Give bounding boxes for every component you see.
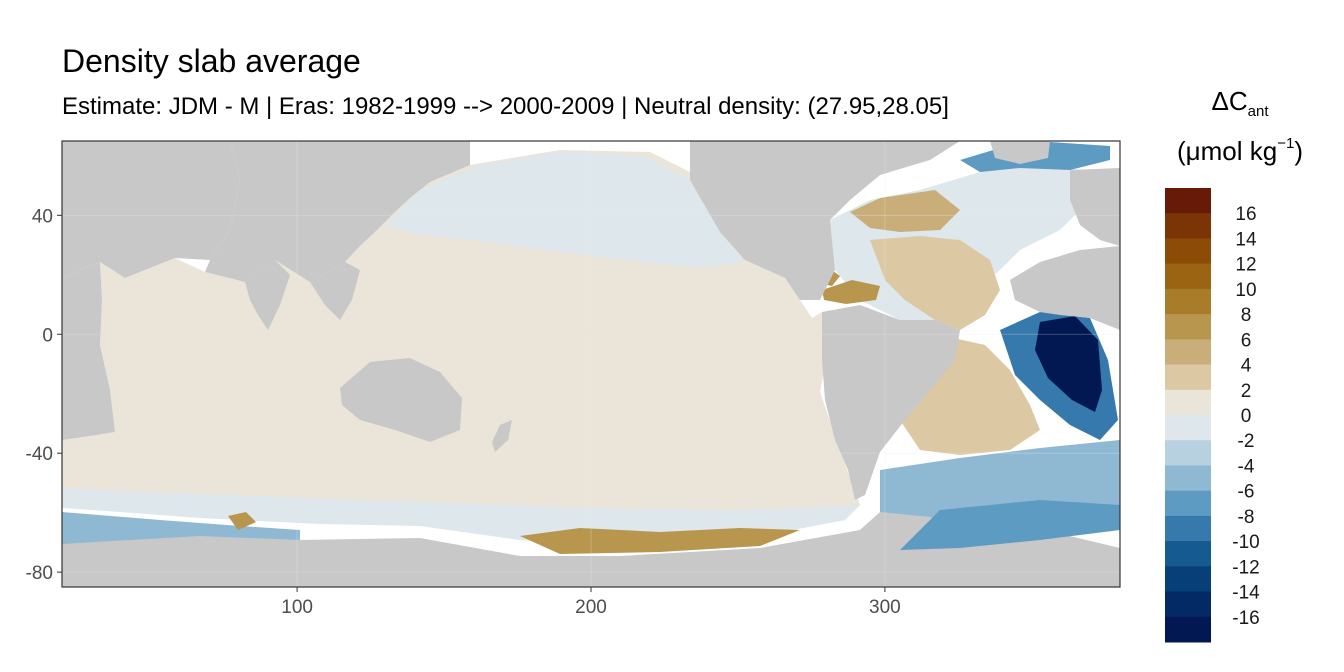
colorbar-bin-13 <box>1165 515 1211 542</box>
colorbar-label: -4 <box>1238 456 1255 477</box>
south-america-land <box>822 305 960 500</box>
colorbar-label: 4 <box>1241 356 1252 377</box>
gulf-of-guinea <box>1035 316 1102 412</box>
colorbar-label: 16 <box>1235 204 1256 225</box>
legend-title-subscript: ant <box>1247 103 1269 120</box>
africa-land <box>62 141 240 280</box>
colorbar-bin-7 <box>1165 364 1211 391</box>
legend-unit: (μmol kg−1) <box>1150 135 1330 167</box>
colorbar-label: -12 <box>1232 557 1259 578</box>
colorbar-label: -2 <box>1238 431 1255 452</box>
x-tick-label-200: 200 <box>575 597 607 618</box>
legend-title-symbol: ΔC <box>1211 86 1248 116</box>
colorbar-bin-1 <box>1165 213 1211 239</box>
caribbean-basin-3 <box>822 280 880 304</box>
chart-title: Density slab average <box>62 43 361 79</box>
y-tick-label-40: 40 <box>32 206 53 227</box>
colorbar-label: 6 <box>1241 330 1252 351</box>
colorbar-bin-4 <box>1165 288 1211 315</box>
colorbar-label: 0 <box>1241 406 1252 427</box>
north-pacific <box>385 152 745 268</box>
colorbar-bin-6 <box>1165 339 1211 366</box>
africa-south-land <box>62 262 115 440</box>
x-tick-label-100: 100 <box>281 597 313 618</box>
legend-unit-superscript: −1 <box>1277 135 1295 152</box>
colorbar-bin-12 <box>1165 490 1211 517</box>
australia-land <box>340 358 462 442</box>
colorbar-label: 14 <box>1235 229 1257 250</box>
colorbar-label: -6 <box>1238 482 1255 503</box>
colorbar-bin-8 <box>1165 389 1211 416</box>
colorbar-label: -14 <box>1232 583 1260 604</box>
colorbar-label: -16 <box>1232 608 1259 629</box>
southern-ocean-indian <box>62 512 300 544</box>
map-panel <box>62 141 1120 587</box>
colorbar-bin-15 <box>1165 566 1211 593</box>
colorbar-bin-10 <box>1165 440 1211 466</box>
antarctica-land <box>62 510 1120 587</box>
atlantic-tropical-tan <box>870 236 1000 330</box>
colorbar-bin-16 <box>1165 591 1211 618</box>
y-tick-label-0: 0 <box>42 325 53 346</box>
colorbar-bin-9 <box>1165 415 1211 441</box>
ross-shelf-patch <box>520 528 800 554</box>
colorbar-bin-11 <box>1165 465 1211 492</box>
colorbar-bin-14 <box>1165 541 1211 567</box>
southern-ocean-atlantic-deep <box>900 500 1120 550</box>
colorbar-label: -8 <box>1238 507 1255 528</box>
colorbar-label: -10 <box>1232 532 1259 553</box>
legend-unit-text: (μmol kg <box>1177 136 1278 166</box>
colorbar-bin-0 <box>1165 188 1211 214</box>
colorbar-label: 2 <box>1241 381 1252 402</box>
gridlines <box>62 141 1120 587</box>
colorbar-bin-3 <box>1165 263 1211 290</box>
europe-africa-east-land <box>1010 246 1120 330</box>
colorbar-label: 12 <box>1235 255 1256 276</box>
y-tick-label--40: -40 <box>26 444 53 465</box>
indian-shelf-patch <box>228 512 256 530</box>
colorbar-bin-5 <box>1165 314 1211 340</box>
colorbar-label: 10 <box>1235 280 1256 301</box>
x-tick-label-300: 300 <box>869 597 901 618</box>
new-zealand-land <box>492 420 512 452</box>
europe-north-land <box>1070 168 1120 246</box>
colorbar-label: 8 <box>1241 305 1252 326</box>
colorbar-bin-17 <box>1165 616 1211 643</box>
southeast-asia-land <box>310 262 360 320</box>
north-atlantic-gyre <box>850 190 960 232</box>
india-land <box>245 260 290 330</box>
north-america-land <box>690 141 960 300</box>
legend-unit-close: ) <box>1294 136 1303 166</box>
chart-subtitle: Estimate: JDM - M | Eras: 1982-1999 --> … <box>62 93 949 120</box>
colorbar-bin-2 <box>1165 238 1211 265</box>
y-tick-label--80: -80 <box>26 563 53 584</box>
southern-ocean-pacific-band <box>62 488 860 546</box>
eurasia-land <box>205 141 470 282</box>
greenland-land <box>990 141 1050 164</box>
colorbar-legend: 16 14 12 10 8 6 4 2 0 -2 -4 -6 -8 -10 -12 -14 -16 <box>1165 188 1260 643</box>
legend-title: ΔCant <box>1150 86 1330 120</box>
